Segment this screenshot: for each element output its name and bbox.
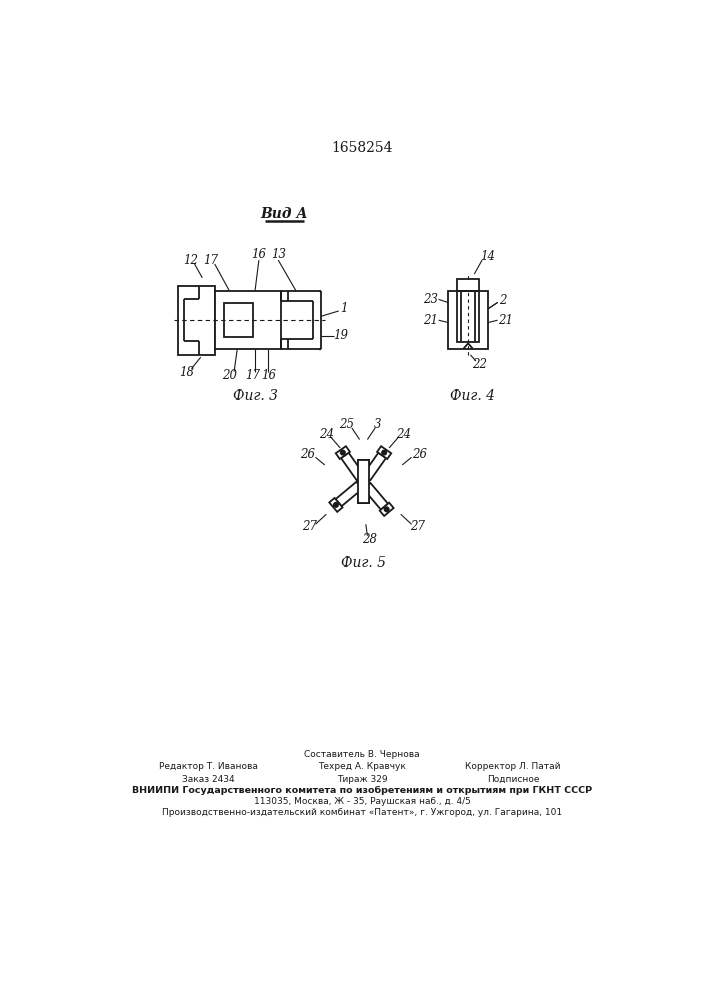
- Text: 19: 19: [333, 329, 348, 342]
- Polygon shape: [363, 453, 386, 480]
- Circle shape: [341, 450, 345, 455]
- Text: 16: 16: [252, 248, 267, 261]
- Text: Вид А: Вид А: [261, 207, 308, 221]
- Text: Фиг. 3: Фиг. 3: [233, 389, 278, 403]
- Circle shape: [382, 450, 387, 455]
- Polygon shape: [380, 503, 394, 516]
- Text: ВНИИПИ Государственного комитета по изобретениям и открытиям при ГКНТ СССР: ВНИИПИ Государственного комитета по изоб…: [132, 786, 592, 795]
- Bar: [358, 460, 369, 503]
- Circle shape: [334, 503, 338, 507]
- Text: 1658254: 1658254: [331, 141, 392, 155]
- Text: 113035, Москва, Ж - 35, Раушская наб., д. 4/5: 113035, Москва, Ж - 35, Раушская наб., д…: [254, 797, 470, 806]
- Bar: [448, 291, 489, 349]
- Text: 26: 26: [300, 448, 315, 461]
- Text: 20: 20: [222, 369, 237, 382]
- Polygon shape: [336, 446, 350, 459]
- Bar: [215, 291, 281, 349]
- Text: 25: 25: [339, 418, 354, 431]
- Text: 27: 27: [410, 520, 425, 533]
- Text: 22: 22: [472, 358, 487, 371]
- Bar: [224, 303, 253, 337]
- Text: 1: 1: [340, 302, 348, 315]
- Text: 18: 18: [180, 366, 194, 379]
- Text: Составитель В. Чернова: Составитель В. Чернова: [304, 750, 420, 759]
- Bar: [177, 286, 215, 355]
- Text: 17: 17: [204, 254, 218, 267]
- Text: 21: 21: [423, 314, 438, 327]
- Polygon shape: [377, 446, 391, 459]
- Polygon shape: [363, 483, 388, 510]
- Circle shape: [385, 507, 389, 512]
- Text: Производственно-издательский комбинат «Патент», г. Ужгород, ул. Гагарина, 101: Производственно-издательский комбинат «П…: [162, 808, 562, 817]
- Text: Редактор Т. Иванова: Редактор Т. Иванова: [159, 762, 258, 771]
- Text: 17: 17: [245, 369, 260, 382]
- Text: 14: 14: [480, 250, 495, 263]
- Text: 12: 12: [183, 254, 198, 267]
- Text: Техред А. Кравчук: Техред А. Кравчук: [318, 762, 406, 771]
- Text: 2: 2: [499, 294, 507, 307]
- Text: 28: 28: [362, 533, 378, 546]
- Text: 27: 27: [302, 520, 317, 533]
- Bar: [358, 460, 369, 503]
- Text: Подписное: Подписное: [487, 775, 539, 784]
- Text: 24: 24: [397, 428, 411, 441]
- Text: Тираж 329: Тираж 329: [337, 775, 387, 784]
- Text: 21: 21: [498, 314, 513, 327]
- Text: Корректор Л. Патай: Корректор Л. Патай: [465, 762, 561, 771]
- Text: 24: 24: [319, 428, 334, 441]
- Bar: [457, 279, 479, 291]
- Text: Фиг. 4: Фиг. 4: [450, 389, 494, 403]
- Text: 23: 23: [423, 293, 438, 306]
- Text: Фиг. 5: Фиг. 5: [341, 556, 386, 570]
- Bar: [457, 291, 479, 342]
- Text: Заказ 2434: Заказ 2434: [182, 775, 235, 784]
- Polygon shape: [341, 453, 364, 480]
- Text: 13: 13: [271, 248, 286, 261]
- Text: 3: 3: [374, 418, 381, 431]
- Text: 16: 16: [261, 369, 276, 382]
- Polygon shape: [336, 482, 362, 506]
- Text: 26: 26: [411, 448, 427, 461]
- Polygon shape: [329, 498, 343, 512]
